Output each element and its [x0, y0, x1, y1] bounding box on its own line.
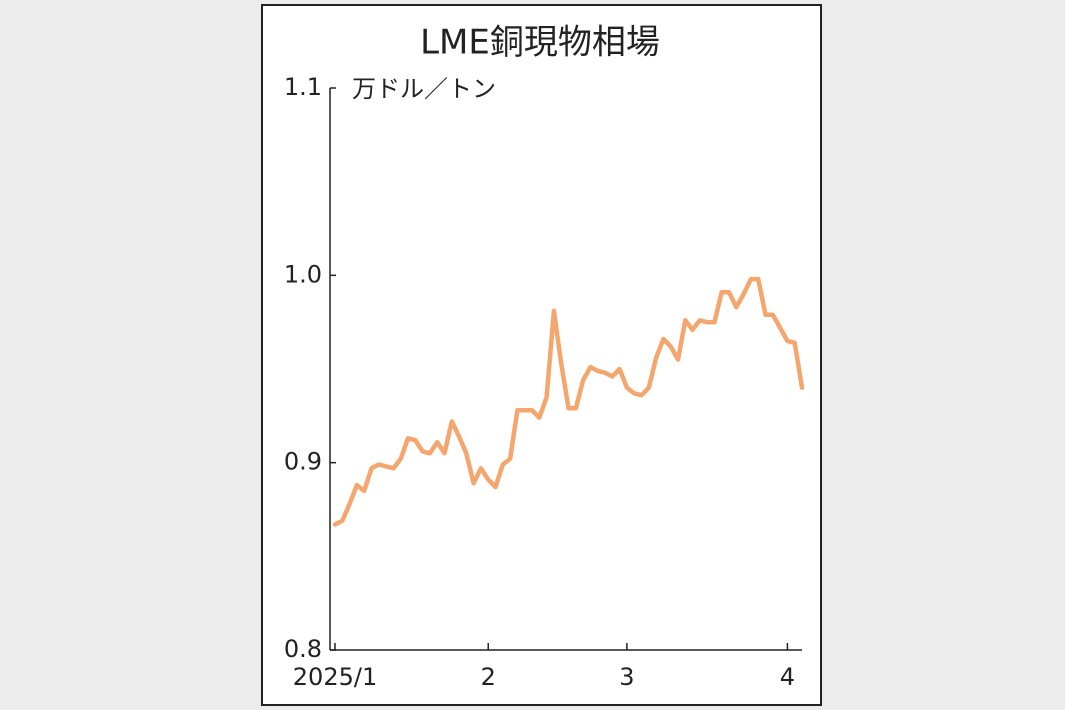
chart-title: LME銅現物相場 [420, 23, 660, 63]
x-tick-label: 4 [780, 663, 795, 691]
y-tick-label: 1.1 [284, 73, 322, 101]
line-series [332, 276, 805, 527]
y-tick-label: 1.0 [284, 260, 322, 288]
x-tick-label: 2 [481, 663, 496, 691]
y-tick-label: 0.9 [284, 448, 322, 476]
x-tick-label: 2025/1 [293, 663, 377, 691]
y-tick-label: 0.8 [284, 635, 322, 663]
chart-panel [261, 4, 822, 706]
y-axis-label: 万ドル／トン [352, 75, 496, 103]
x-tick-label: 3 [619, 663, 634, 691]
